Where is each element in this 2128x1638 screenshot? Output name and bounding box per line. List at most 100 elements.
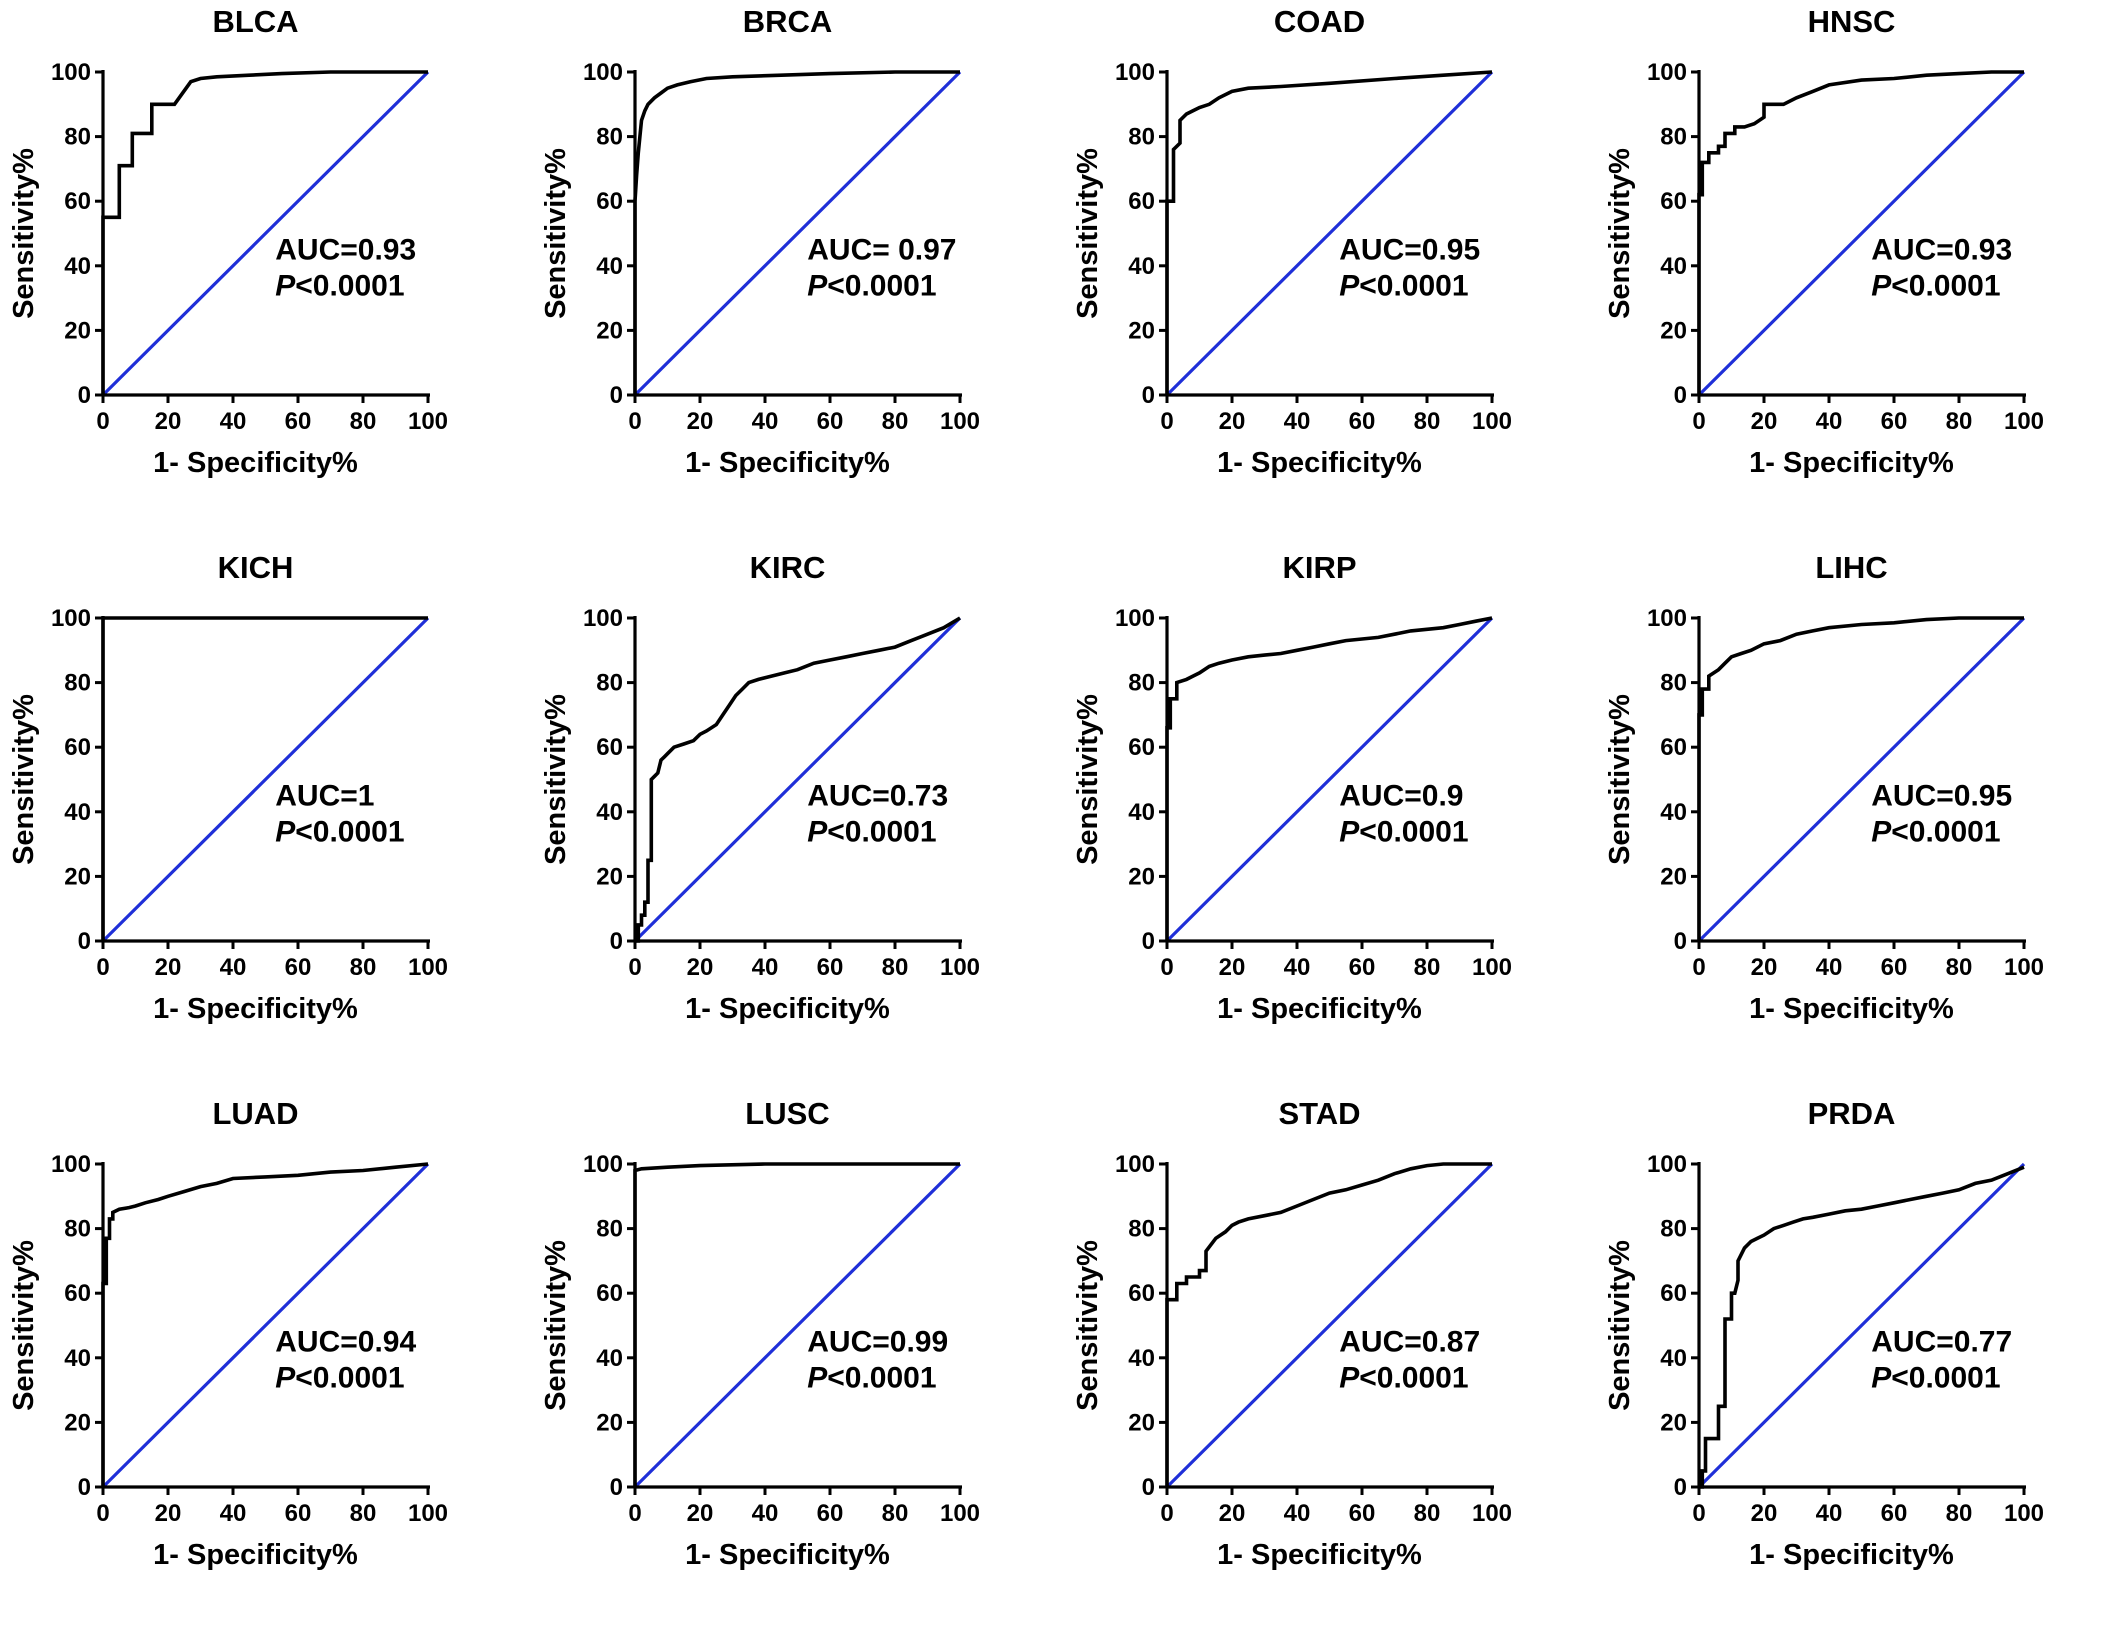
y-tick-label: 0: [78, 382, 91, 409]
roc-panel-kich: KICH 0 20 40 60 80 100 0 20 40 60 80 100 1- Specifici…: [0, 546, 532, 1092]
x-tick-label: 40: [752, 1500, 779, 1527]
p-value-annotation: P<0.0001: [1871, 269, 2000, 302]
y-tick-label: 60: [596, 734, 623, 761]
chart-title: PRDA: [1808, 1096, 1896, 1131]
auc-annotation: AUC=0.99: [807, 1325, 948, 1358]
y-tick-label: 40: [1660, 799, 1687, 826]
x-tick-label: 60: [1881, 408, 1908, 435]
p-value: <0.0001: [827, 269, 936, 302]
roc-curve: [635, 616, 961, 943]
y-tick-label: 60: [596, 188, 623, 215]
auc-annotation: AUC=0.87: [1339, 1325, 1480, 1358]
y-tick-label: 80: [1660, 1216, 1687, 1243]
x-tick-label: 20: [155, 1500, 182, 1527]
x-tick-label: 100: [2004, 1500, 2044, 1527]
roc-panel-lusc: LUSC 0 20 40 60 80 100 0 20 40 60 80 100 1- Specifici…: [532, 1092, 1064, 1638]
roc-panel-hnsc: HNSC 0 20 40 60 80 100 0 20 40 60 80 100 1- Specifici…: [1596, 0, 2128, 546]
y-tick-label: 60: [1660, 188, 1687, 215]
x-tick-label: 100: [1472, 954, 1512, 981]
x-tick-label: 60: [817, 1500, 844, 1527]
x-axis-label: 1- Specificity%: [1217, 1539, 1422, 1571]
y-tick-label: 40: [1128, 1345, 1155, 1372]
x-tick-label: 40: [752, 954, 779, 981]
chart-title: KICH: [218, 550, 294, 585]
auc-annotation: AUC= 0.97: [807, 233, 956, 266]
x-axis-label: 1- Specificity%: [1749, 993, 1954, 1025]
roc-chart-svg: STAD 0 20 40 60 80 100 0 20 40 60 80 100 1- Specifici…: [1072, 1096, 1512, 1571]
roc-chart-svg: PRDA 0 20 40 60 80 100 0 20 40 60 80 100 1- Specifici…: [1604, 1096, 2044, 1571]
y-tick-label: 100: [583, 59, 623, 86]
y-tick-label: 40: [1660, 253, 1687, 280]
roc-panel-coad: COAD 0 20 40 60 80 100 0 20 40 60 80 100 1- Specifici…: [1064, 0, 1596, 546]
reference-diagonal-line: [101, 1162, 430, 1489]
x-tick-label: 60: [817, 954, 844, 981]
auc-annotation: AUC=0.77: [1871, 1325, 2012, 1358]
p-symbol: P: [1339, 269, 1360, 302]
y-axis-label: Sensitivity%: [1604, 1240, 1636, 1411]
y-tick-label: 20: [64, 863, 91, 890]
y-tick-label: 40: [596, 1345, 623, 1372]
y-axis-label: Sensitivity%: [8, 1240, 40, 1411]
auc-annotation: AUC=1: [275, 779, 374, 812]
p-symbol: P: [1871, 815, 1892, 848]
roc-panel-lihc: LIHC 0 20 40 60 80 100 0 20 40 60 80 100 1- Specifici…: [1596, 546, 2128, 1092]
y-tick-label: 80: [1128, 1216, 1155, 1243]
y-tick-label: 60: [1128, 734, 1155, 761]
x-tick-label: 40: [1284, 1500, 1311, 1527]
reference-diagonal-line: [633, 70, 962, 397]
roc-panel-prda: PRDA 0 20 40 60 80 100 0 20 40 60 80 100 1- Specifici…: [1596, 1092, 2128, 1638]
p-symbol: P: [275, 1361, 296, 1394]
x-tick-label: 20: [687, 954, 714, 981]
roc-panel-brca: BRCA 0 20 40 60 80 100 0 20 40 60 80 100 1- Specifici…: [532, 0, 1064, 546]
x-tick-label: 20: [155, 408, 182, 435]
y-tick-label: 40: [596, 253, 623, 280]
x-axis-label: 1- Specificity%: [1217, 447, 1422, 479]
y-tick-label: 60: [596, 1280, 623, 1307]
y-tick-label: 20: [1128, 317, 1155, 344]
y-axis-label: Sensitivity%: [540, 694, 572, 865]
chart-title: HNSC: [1808, 4, 1896, 39]
y-tick-label: 0: [78, 928, 91, 955]
x-tick-label: 40: [1816, 954, 1843, 981]
x-tick-label: 80: [350, 1500, 377, 1527]
x-tick-label: 80: [1946, 408, 1973, 435]
y-tick-label: 60: [1660, 734, 1687, 761]
p-value-annotation: P<0.0001: [1339, 815, 1468, 848]
p-value-annotation: P<0.0001: [807, 269, 936, 302]
x-tick-label: 40: [1816, 1500, 1843, 1527]
roc-chart-svg: LUSC 0 20 40 60 80 100 0 20 40 60 80 100 1- Specifici…: [540, 1096, 980, 1571]
y-tick-label: 20: [596, 863, 623, 890]
y-tick-label: 20: [1660, 317, 1687, 344]
y-tick-label: 100: [583, 605, 623, 632]
x-tick-label: 80: [350, 408, 377, 435]
y-tick-label: 20: [1128, 1409, 1155, 1436]
y-tick-label: 60: [1128, 188, 1155, 215]
y-tick-label: 40: [596, 799, 623, 826]
auc-annotation: AUC=0.9: [1339, 779, 1463, 812]
x-tick-label: 100: [1472, 1500, 1512, 1527]
reference-diagonal-line: [101, 616, 430, 943]
y-tick-label: 80: [596, 124, 623, 151]
roc-chart-svg: BRCA 0 20 40 60 80 100 0 20 40 60 80 100 1- Specifici…: [540, 4, 980, 479]
x-axis-label: 1- Specificity%: [1749, 1539, 1954, 1571]
auc-annotation: AUC=0.95: [1339, 233, 1480, 266]
x-tick-label: 100: [1472, 408, 1512, 435]
roc-curve: [1165, 616, 1493, 941]
roc-panel-stad: STAD 0 20 40 60 80 100 0 20 40 60 80 100 1- Specifici…: [1064, 1092, 1596, 1638]
p-value: <0.0001: [1359, 1361, 1468, 1394]
x-tick-label: 20: [1219, 954, 1246, 981]
x-tick-label: 80: [882, 954, 909, 981]
y-tick-label: 100: [1115, 605, 1155, 632]
x-tick-label: 100: [408, 408, 448, 435]
roc-chart-svg: KICH 0 20 40 60 80 100 0 20 40 60 80 100 1- Specifici…: [8, 550, 448, 1025]
p-value-annotation: P<0.0001: [1339, 269, 1468, 302]
p-symbol: P: [1871, 1361, 1892, 1394]
auc-annotation: AUC=0.93: [275, 233, 416, 266]
reference-diagonal-line: [101, 70, 430, 397]
y-tick-label: 60: [1128, 1280, 1155, 1307]
roc-panel-kirc: KIRC 0 20 40 60 80 100 0 20 40 60 80 100 1- Specifici…: [532, 546, 1064, 1092]
x-tick-label: 80: [882, 1500, 909, 1527]
y-tick-label: 0: [610, 928, 623, 955]
x-tick-label: 80: [1946, 1500, 1973, 1527]
x-tick-label: 80: [1414, 954, 1441, 981]
